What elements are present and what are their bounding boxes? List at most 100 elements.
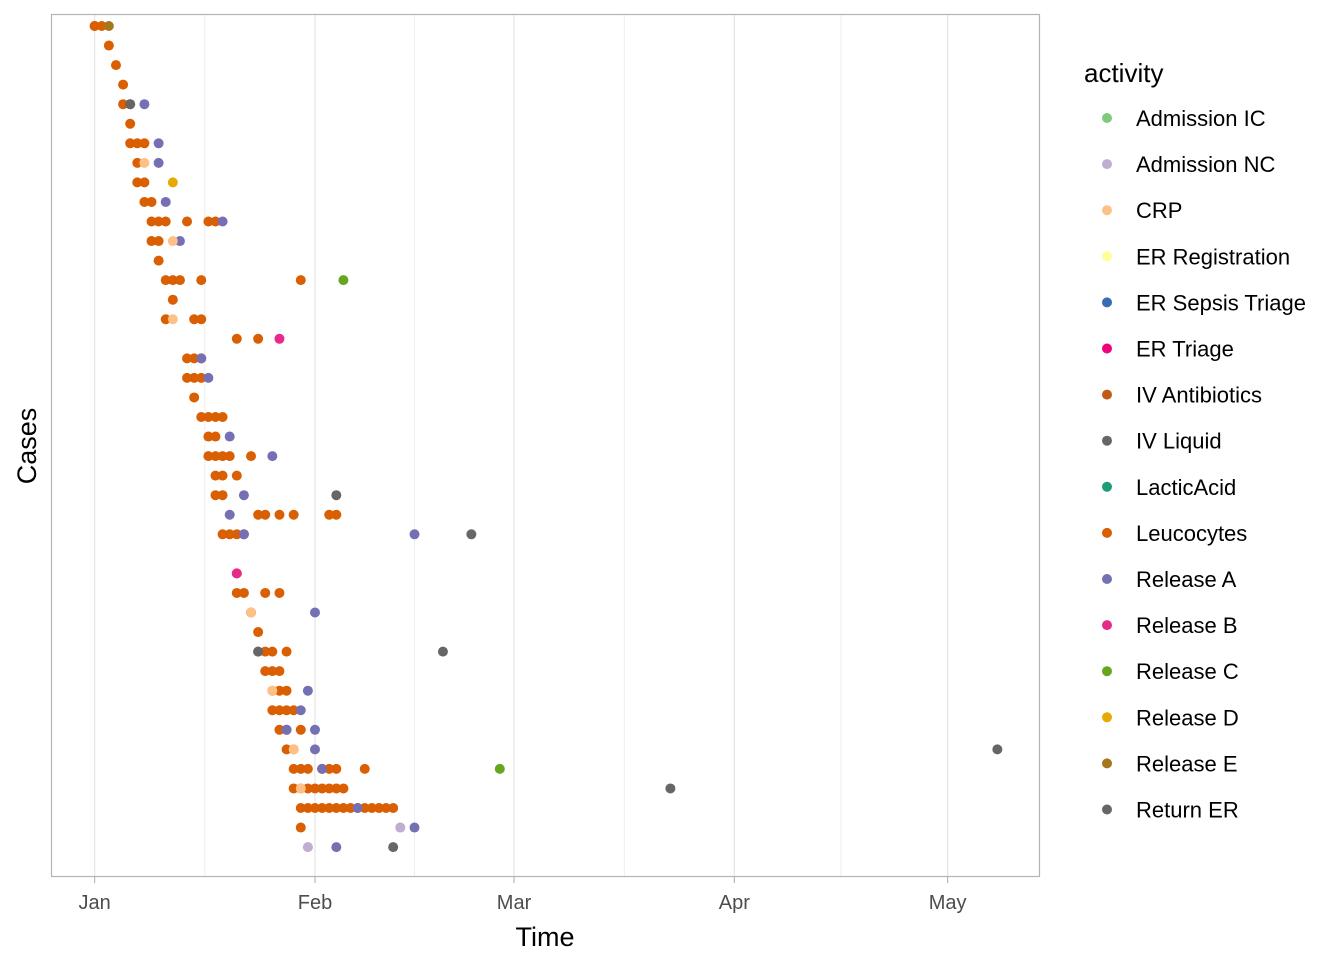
legend-key: [1102, 527, 1112, 538]
x-tick-label: Mar: [497, 892, 532, 914]
legend-label: Admission IC: [1136, 106, 1266, 131]
legend-key: [1102, 712, 1112, 723]
point-leucocytes: [182, 216, 193, 227]
legend-key: [1102, 251, 1112, 262]
point-leucocytes: [153, 236, 164, 247]
point-leucocytes: [139, 177, 150, 188]
point-release-a: [196, 353, 207, 364]
point-release-b: [231, 568, 242, 579]
point-leucocytes: [196, 372, 207, 383]
point-leucocytes: [160, 314, 171, 325]
point-leucocytes: [274, 724, 285, 735]
legend-title: activity: [1084, 58, 1163, 88]
point-leucocytes: [189, 314, 200, 325]
point-leucocytes: [182, 353, 193, 364]
point-leucocytes: [196, 275, 207, 286]
point-leucocytes: [210, 451, 221, 462]
point-leucocytes: [302, 763, 313, 774]
point-leucocytes: [160, 275, 171, 286]
point-release-b: [274, 333, 285, 344]
point-leucocytes: [96, 21, 107, 31]
point-leucocytes: [388, 803, 399, 813]
point-leucocytes: [274, 705, 285, 716]
point-crp: [267, 685, 278, 696]
point-leucocytes: [324, 763, 335, 774]
point-release-a: [302, 685, 313, 696]
legend-label: Release D: [1136, 705, 1239, 730]
point-release-a: [238, 529, 249, 540]
point-leucocytes: [224, 451, 235, 462]
point-leucocytes: [217, 529, 228, 540]
point-leucocytes: [331, 783, 342, 794]
x-tick-label: May: [929, 892, 967, 914]
point-release-a: [238, 490, 249, 501]
point-return-er: [992, 744, 1003, 755]
legend-label: Release C: [1136, 659, 1239, 684]
x-axis-ticks: Jan Feb Mar Apr May: [79, 877, 967, 914]
point-release-a: [139, 99, 150, 110]
point-leucocytes: [345, 803, 356, 813]
point-leucocytes: [217, 490, 228, 501]
point-leucocytes: [182, 372, 193, 383]
point-leucocytes: [210, 431, 221, 442]
point-release-c: [338, 275, 349, 286]
x-tick-label: Jan: [79, 892, 111, 914]
legend-label: ER Triage: [1136, 337, 1234, 362]
legend-key: [1102, 666, 1112, 677]
y-axis-title: Cases: [12, 408, 42, 485]
point-release-a: [331, 842, 342, 853]
point-crp: [167, 314, 178, 325]
point-leucocytes: [238, 587, 249, 598]
point-release-a: [309, 744, 320, 755]
legend-label: LacticAcid: [1136, 475, 1236, 500]
legend-key: [1102, 159, 1112, 170]
point-leucocytes: [210, 216, 221, 227]
point-crp: [246, 607, 257, 618]
point-leucocytes: [295, 724, 306, 735]
point-leucocytes: [267, 705, 278, 716]
point-leucocytes: [274, 685, 285, 696]
point-release-a: [267, 451, 278, 462]
point-leucocytes: [338, 783, 349, 794]
point-leucocytes: [260, 666, 271, 677]
legend-label: Release A: [1136, 567, 1237, 592]
point-leucocytes: [302, 783, 313, 794]
legend-label: Release B: [1136, 613, 1238, 638]
point-leucocytes: [324, 509, 335, 520]
x-axis-title: Time: [516, 922, 575, 952]
point-release-a: [352, 803, 363, 813]
point-leucocytes: [253, 509, 264, 520]
point-release-c: [494, 763, 505, 774]
legend-label: ER Registration: [1136, 244, 1290, 269]
point-leucocytes: [260, 509, 271, 520]
point-leucocytes: [373, 803, 384, 813]
legend-key: [1102, 205, 1112, 216]
point-leucocytes: [189, 353, 200, 364]
point-leucocytes: [217, 451, 228, 462]
legend-label: ER Sepsis Triage: [1136, 290, 1306, 315]
point-leucocytes: [295, 275, 306, 286]
point-release-e: [103, 21, 114, 31]
point-leucocytes: [324, 783, 335, 794]
point-leucocytes: [125, 138, 136, 149]
point-leucocytes: [324, 803, 335, 813]
point-leucocytes: [381, 803, 392, 813]
point-leucocytes: [267, 666, 278, 677]
point-release-a: [153, 138, 164, 149]
point-leucocytes: [203, 431, 214, 442]
point-leucocytes: [366, 803, 377, 813]
legend-key: [1102, 758, 1112, 769]
point-release-d: [167, 177, 178, 188]
point-leucocytes: [295, 803, 306, 813]
data-points: [89, 21, 1003, 853]
point-leucocytes: [309, 783, 320, 794]
point-leucocytes: [274, 509, 285, 520]
point-leucocytes: [167, 294, 178, 305]
point-leucocytes: [231, 529, 242, 540]
point-release-a: [281, 724, 292, 735]
point-leucocytes: [288, 783, 299, 794]
point-leucocytes: [359, 803, 370, 813]
point-crp: [167, 236, 178, 247]
point-leucocytes: [317, 803, 328, 813]
